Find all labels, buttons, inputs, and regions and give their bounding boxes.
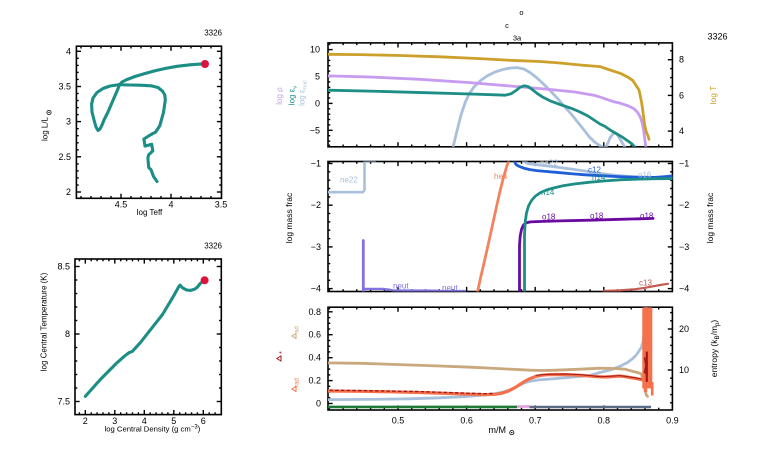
- svg-text:10: 10: [679, 365, 689, 375]
- svg-text:8: 8: [65, 329, 70, 339]
- svg-text:rad: rad: [295, 378, 301, 387]
- svg-text:−3: −3: [311, 242, 321, 252]
- svg-text:−1: −1: [679, 159, 689, 169]
- svg-text:2: 2: [83, 416, 88, 426]
- svg-text:−4: −4: [679, 284, 689, 294]
- svg-text:5: 5: [315, 72, 320, 82]
- svg-text:neut: neut: [442, 283, 458, 292]
- svg-text:−2: −2: [679, 200, 689, 210]
- svg-text:3a: 3a: [513, 34, 522, 43]
- svg-text:c12: c12: [588, 166, 601, 175]
- svg-text:0.2: 0.2: [308, 376, 321, 386]
- svg-text:c13: c13: [639, 279, 652, 288]
- svg-text:4: 4: [168, 199, 173, 209]
- svg-text:4: 4: [66, 46, 71, 56]
- svg-text:5: 5: [171, 416, 176, 426]
- svg-text:7.5: 7.5: [57, 397, 70, 407]
- svg-text:−3: −3: [679, 242, 689, 252]
- svg-text:ne22: ne22: [540, 159, 558, 168]
- svg-text:0.8: 0.8: [598, 416, 611, 426]
- svg-text:0.6: 0.6: [460, 416, 473, 426]
- svg-text:3.5: 3.5: [58, 82, 71, 92]
- svg-text:0: 0: [316, 399, 321, 409]
- svg-text:6: 6: [679, 90, 684, 100]
- svg-text:log Teff: log Teff: [137, 208, 163, 217]
- svg-text:20: 20: [679, 324, 689, 334]
- svg-text:o: o: [519, 8, 523, 17]
- svg-text:log εnuc: log εnuc: [298, 80, 309, 106]
- svg-text:10: 10: [310, 45, 320, 55]
- svg-text:4.5: 4.5: [115, 199, 128, 209]
- svg-text:o18: o18: [640, 212, 654, 221]
- svg-text:n14: n14: [592, 173, 606, 182]
- svg-text:−5: −5: [310, 125, 320, 135]
- svg-text:3326: 3326: [204, 242, 222, 251]
- svg-text:log ρ: log ρ: [275, 87, 284, 105]
- svg-text:0.4: 0.4: [308, 353, 321, 363]
- svg-text:o18: o18: [590, 212, 604, 221]
- svg-text:2: 2: [66, 187, 71, 197]
- svg-text:−2: −2: [311, 200, 321, 210]
- svg-text:4: 4: [679, 126, 684, 136]
- svg-text:3.5: 3.5: [215, 199, 228, 209]
- svg-text:ne22: ne22: [340, 176, 358, 185]
- svg-text:−4: −4: [311, 284, 321, 294]
- svg-text:log T: log T: [708, 86, 718, 105]
- svg-text:log mass frac: log mass frac: [705, 192, 715, 243]
- svg-text:neut: neut: [393, 281, 409, 290]
- svg-text:3: 3: [66, 117, 71, 127]
- svg-text:3: 3: [112, 416, 117, 426]
- svg-text:ad: ad: [295, 326, 301, 333]
- svg-text:entropy (kB/mp): entropy (kB/mp): [709, 320, 721, 378]
- svg-text:−1: −1: [311, 159, 321, 169]
- svg-text:o16: o16: [638, 171, 652, 180]
- svg-text:log Central Temperature (K): log Central Temperature (K): [40, 272, 49, 371]
- svg-text:0.6: 0.6: [308, 330, 321, 340]
- svg-text:o18: o18: [542, 213, 556, 222]
- svg-text:*: *: [279, 351, 286, 354]
- svg-text:0.9: 0.9: [666, 416, 679, 426]
- svg-text:log Central Density (g cm−3): log Central Density (g cm−3): [105, 424, 201, 433]
- svg-text:c: c: [505, 21, 509, 30]
- svg-text:8.5: 8.5: [57, 262, 70, 272]
- svg-text:0: 0: [315, 98, 320, 108]
- svg-text:n14: n14: [541, 188, 555, 197]
- svg-text:log L/L: log L/L: [41, 116, 50, 141]
- svg-text:log mass frac: log mass frac: [284, 192, 294, 243]
- svg-text:8: 8: [679, 55, 684, 65]
- svg-text:m/M: m/M: [489, 425, 507, 435]
- svg-text:6: 6: [201, 416, 206, 426]
- svg-text:3326: 3326: [204, 29, 222, 38]
- svg-text:he4: he4: [494, 172, 508, 181]
- svg-text:log εν: log εν: [288, 86, 299, 105]
- svg-text:4: 4: [142, 416, 147, 426]
- svg-text:3326: 3326: [707, 32, 727, 42]
- svg-text:0.8: 0.8: [308, 307, 321, 317]
- svg-text:0.7: 0.7: [529, 416, 542, 426]
- svg-text:0.5: 0.5: [392, 416, 405, 426]
- svg-text:2.5: 2.5: [58, 152, 71, 162]
